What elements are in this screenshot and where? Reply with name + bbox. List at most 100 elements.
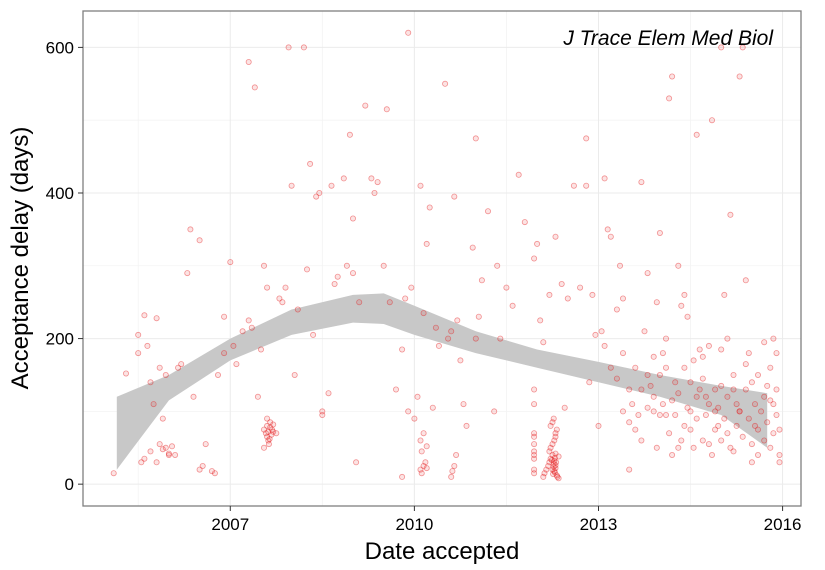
data-point: [745, 350, 752, 357]
data-point: [730, 386, 737, 393]
data-point: [570, 182, 577, 189]
data-point: [564, 295, 571, 302]
data-point: [414, 393, 421, 400]
data-point: [448, 328, 455, 335]
data-point: [693, 415, 700, 422]
y-tick-label: 400: [46, 184, 74, 203]
data-point: [199, 462, 206, 469]
data-point: [598, 328, 605, 335]
data-point: [135, 350, 142, 357]
data-point: [475, 313, 482, 320]
data-point: [531, 401, 538, 408]
data-point: [724, 430, 731, 437]
data-point: [418, 448, 425, 455]
data-point: [257, 346, 264, 353]
data-point: [620, 350, 627, 357]
data-point: [681, 422, 688, 429]
data-point: [153, 459, 160, 466]
data-point: [553, 459, 560, 466]
data-point: [705, 441, 712, 448]
y-tick-label: 200: [46, 330, 74, 349]
data-point: [531, 451, 538, 458]
data-point: [675, 390, 682, 397]
data-point: [422, 459, 429, 466]
data-point: [666, 430, 673, 437]
data-point: [268, 431, 275, 438]
data-point: [748, 379, 755, 386]
data-point: [653, 444, 660, 451]
data-point: [724, 335, 731, 342]
data-point: [405, 408, 412, 415]
data-point: [730, 448, 737, 455]
data-point: [699, 375, 706, 382]
data-point: [647, 382, 654, 389]
data-point: [279, 299, 286, 306]
data-point: [383, 106, 390, 113]
data-point: [478, 277, 485, 284]
data-point: [770, 430, 777, 437]
data-point: [331, 280, 338, 287]
data-point: [260, 426, 267, 433]
data-point: [264, 284, 271, 291]
data-point: [353, 459, 360, 466]
data-point: [752, 401, 759, 408]
data-point: [601, 175, 608, 182]
data-point: [613, 306, 620, 313]
y-tick-label: 600: [46, 38, 74, 57]
data-point: [547, 455, 554, 462]
data-point: [699, 437, 706, 444]
data-point: [687, 379, 694, 386]
data-point: [551, 468, 558, 475]
data-point: [453, 451, 460, 458]
data-point: [260, 262, 267, 269]
data-point: [316, 189, 323, 196]
y-tick-labels: 0 200 400 600: [46, 38, 74, 494]
data-point: [752, 422, 759, 429]
data-point: [693, 393, 700, 400]
data-point: [554, 473, 561, 480]
data-point: [380, 262, 387, 269]
data-point: [656, 411, 663, 418]
data-point: [549, 441, 556, 448]
data-point: [727, 211, 734, 218]
data-point: [733, 422, 740, 429]
data-point: [313, 193, 320, 200]
data-point: [687, 426, 694, 433]
data-point: [469, 244, 476, 251]
data-point: [221, 313, 228, 320]
data-point: [159, 446, 166, 453]
plot-panel: [83, 11, 801, 506]
data-point: [230, 342, 237, 349]
data-point: [162, 444, 169, 451]
axis-ticks: [78, 46, 784, 511]
data-point: [408, 284, 415, 291]
data-point: [165, 450, 172, 457]
data-point: [755, 426, 762, 433]
data-point: [531, 433, 538, 440]
data-point: [172, 451, 179, 458]
data-point: [659, 401, 666, 408]
data-point: [291, 371, 298, 378]
y-axis-title: Acceptance delay (days): [7, 127, 34, 390]
data-point: [319, 408, 326, 415]
data-point: [270, 428, 277, 435]
data-point: [515, 171, 522, 178]
data-point: [537, 317, 544, 324]
data-point: [653, 299, 660, 306]
data-point: [705, 401, 712, 408]
data-point: [534, 240, 541, 247]
data-point: [460, 401, 467, 408]
data-point: [663, 335, 670, 342]
data-point: [773, 350, 780, 357]
data-point: [521, 219, 528, 226]
data-point: [310, 331, 317, 338]
data-point: [265, 428, 272, 435]
data-point: [687, 408, 694, 415]
data-point: [592, 331, 599, 338]
data-point: [267, 424, 274, 431]
data-point: [484, 208, 491, 215]
data-point: [755, 451, 762, 458]
data-point: [669, 451, 676, 458]
data-point: [669, 397, 676, 404]
data-point: [552, 450, 559, 457]
